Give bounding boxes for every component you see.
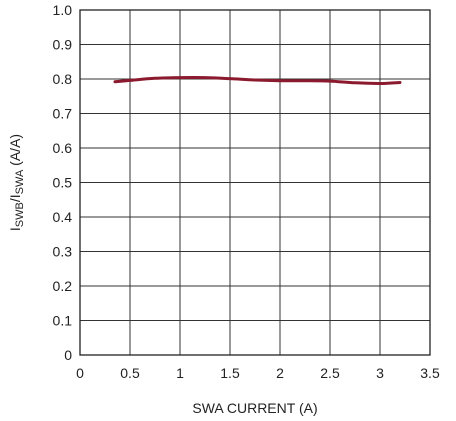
x-tick-labels: 0 0.5 1 1.5 2 2.5 3 3.5 xyxy=(76,365,440,381)
series-line xyxy=(113,76,402,85)
x-tick-label: 2 xyxy=(276,365,284,381)
x-tick-label: 1 xyxy=(176,365,184,381)
y-tick-labels: 0 0.1 0.2 0.3 0.4 0.5 0.6 0.7 0.8 0.9 1.0 xyxy=(53,2,73,363)
y-tick-label: 0.9 xyxy=(53,37,73,53)
y-tick-label: 0.6 xyxy=(53,140,73,156)
plot-frame xyxy=(79,9,431,356)
y-axis-title: ISWB/ISWA (A/A) xyxy=(7,134,26,231)
y-tick-label: 0.7 xyxy=(53,106,73,122)
x-axis-title: SWA CURRENT (A) xyxy=(192,400,317,416)
series-layer xyxy=(113,76,402,85)
y-title-part: /I xyxy=(7,194,23,202)
y-tick-label: 0.3 xyxy=(53,244,73,260)
y-tick-label: 0.4 xyxy=(53,209,73,225)
y-title-part: I xyxy=(7,227,23,231)
y-tick-label: 0 xyxy=(64,347,72,363)
grid xyxy=(79,9,431,356)
x-tick-label: 2.5 xyxy=(320,365,340,381)
y-title-subscript: SWA xyxy=(14,169,26,194)
y-tick-label: 0.2 xyxy=(53,278,73,294)
x-tick-label: 3 xyxy=(376,365,384,381)
x-tick-label: 0.5 xyxy=(120,365,140,381)
y-title-subscript: SWB xyxy=(14,202,26,227)
y-tick-label: 1.0 xyxy=(53,2,73,18)
x-tick-label: 1.5 xyxy=(220,365,240,381)
x-tick-label: 3.5 xyxy=(420,365,440,381)
x-tick-label: 0 xyxy=(76,365,84,381)
y-tick-label: 0.8 xyxy=(53,71,73,87)
y-tick-label: 0.5 xyxy=(53,175,73,191)
y-tick-label: 0.1 xyxy=(53,313,73,329)
y-title-part: (A/A) xyxy=(7,134,23,170)
